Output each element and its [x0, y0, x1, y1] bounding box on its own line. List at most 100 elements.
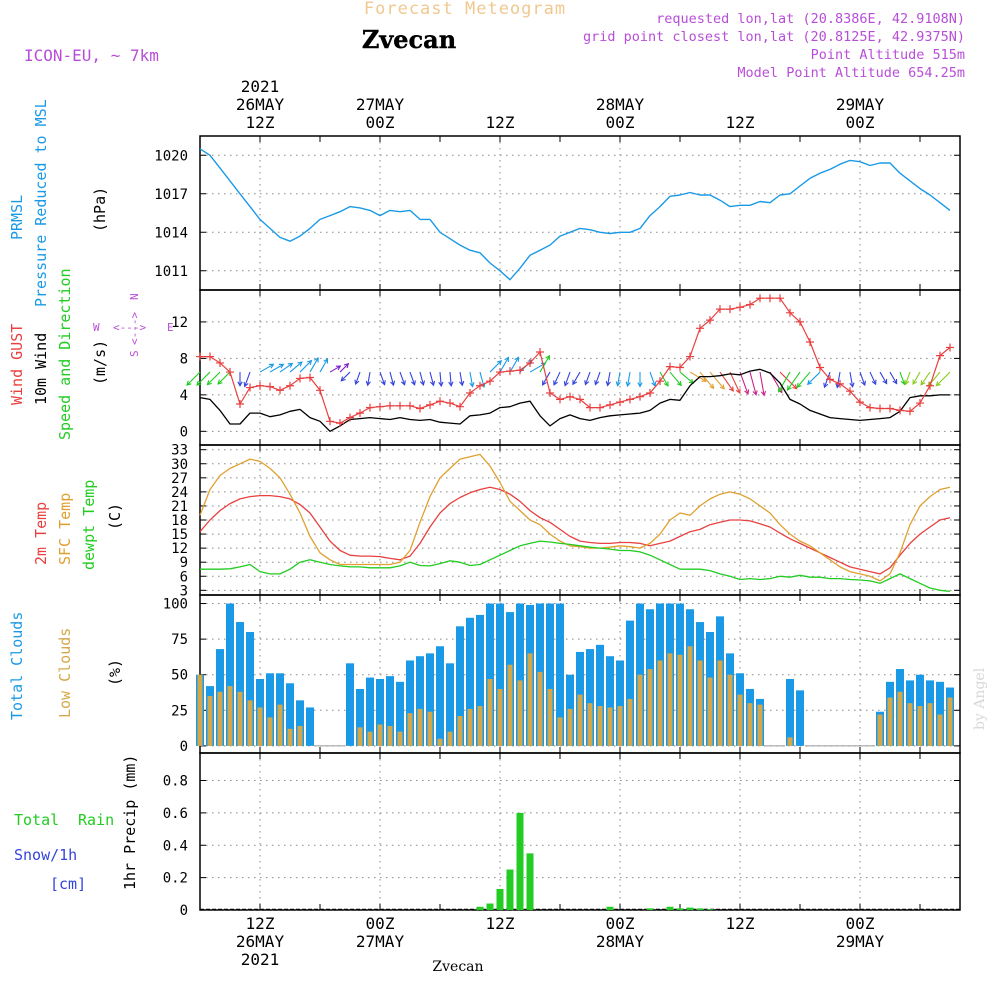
low-cloud-bar — [237, 691, 243, 746]
top-time-label: 00Z — [366, 113, 395, 132]
wind-direction-arrow — [459, 371, 465, 387]
total-cloud-bar — [416, 656, 424, 746]
arrow-shaft — [689, 371, 707, 382]
y-tick-label: 1011 — [154, 264, 188, 280]
cloud-labels: Total Clouds Low Clouds (%) — [8, 612, 124, 720]
total-cloud-bar — [586, 649, 594, 746]
arrow-shaft — [217, 371, 231, 385]
arrow-shaft — [299, 360, 312, 373]
temp-dewpt-line — [200, 540, 951, 592]
low-cloud-bar — [647, 669, 653, 746]
wind-direction-arrow — [669, 371, 682, 387]
precip-label-snow: Snow/1h — [14, 846, 77, 864]
arrow-shaft — [849, 371, 854, 387]
arrow-head — [701, 377, 707, 382]
arrow-head — [912, 379, 918, 385]
wind-label-10m: 10m Wind — [32, 333, 50, 405]
y-tick-label: 21 — [171, 499, 188, 515]
wind-direction-arrow — [778, 371, 791, 393]
low-cloud-bar — [497, 688, 503, 746]
wind-gust-line — [200, 297, 951, 424]
temp-label-sfc: SFC Temp — [56, 493, 74, 565]
low-cloud-bar — [367, 731, 373, 746]
wind-direction-arrow — [319, 358, 329, 373]
low-cloud-bar — [747, 703, 753, 746]
arrow-shaft — [539, 355, 550, 373]
arrow-shaft — [905, 371, 911, 385]
y-tick-label: 15 — [171, 527, 188, 543]
arrow-shaft — [899, 371, 905, 385]
wind-direction-arrow — [889, 371, 898, 385]
wind-labels: Wind GUST 10m Wind Speed and Direction (… — [8, 268, 174, 440]
gust-marker — [876, 404, 884, 413]
y-tick-label: 0 — [180, 739, 188, 755]
wind-direction-arrow — [879, 371, 888, 385]
gust-marker — [456, 402, 464, 411]
wind-direction-arrow — [419, 371, 426, 386]
gust-marker — [926, 381, 934, 390]
gust-marker — [396, 401, 404, 410]
total-cloud-bar — [366, 677, 374, 746]
wind-direction-arrow — [237, 372, 243, 387]
wind-10m-line — [199, 368, 950, 432]
wind-direction-arrow — [289, 361, 303, 373]
product-title: Forecast Meteogram — [364, 0, 566, 19]
arrow-shaft — [779, 371, 798, 390]
gust-marker — [936, 351, 944, 360]
pressure-label-prmsl: PRMSL — [8, 195, 26, 240]
total-cloud-bar — [596, 644, 604, 746]
top-time-label: 12Z — [486, 113, 515, 132]
arrow-shaft — [607, 371, 611, 386]
wind-direction-arrow — [615, 371, 621, 387]
arrow-head — [186, 380, 192, 386]
gust-marker — [666, 362, 674, 371]
gust-marker — [196, 352, 204, 361]
arrow-head — [676, 380, 682, 387]
precip-bar — [696, 908, 704, 910]
gust-marker — [326, 417, 334, 426]
gust-marker — [266, 382, 274, 391]
precip-bar — [496, 888, 504, 910]
wind-direction-arrow — [499, 356, 509, 373]
temp-label-2m: 2m Temp — [32, 502, 50, 565]
arrow-head — [237, 381, 243, 387]
top-time-label: 28MAY — [596, 95, 645, 114]
y-tick-label: 18 — [171, 513, 188, 529]
gust-marker — [286, 381, 294, 390]
grid-point-location: grid point closest lon,lat (20.8125E, 42… — [583, 29, 965, 45]
arrow-shaft — [499, 357, 509, 373]
y-tick-label: 9 — [180, 555, 188, 571]
arrow-shaft — [709, 371, 725, 390]
wind-direction-arrow — [469, 371, 475, 388]
arrow-shaft — [879, 371, 888, 384]
total-cloud-bar — [386, 676, 394, 746]
arrow-head — [542, 380, 547, 386]
arrow-head — [206, 380, 212, 386]
wind-direction-arrow — [309, 356, 319, 373]
arrow-head — [792, 384, 798, 390]
y-tick-label: 3 — [180, 583, 188, 599]
gust-marker — [406, 401, 414, 410]
arrow-shaft — [669, 371, 682, 386]
wind-direction-arrow — [935, 371, 951, 387]
compass-s: S — [128, 350, 141, 357]
footer-station: Zvecan — [432, 959, 483, 975]
y-tick-label: 0.4 — [163, 838, 188, 854]
y-tick-label: 100 — [163, 597, 188, 613]
arrow-shaft — [419, 371, 424, 385]
arrow-shaft — [244, 371, 251, 387]
arrow-head — [306, 359, 313, 366]
precip-label-total: Total — [14, 811, 59, 829]
low-cloud-bar — [667, 653, 673, 746]
pressure-unit: (hPa) — [91, 187, 109, 232]
low-cloud-bar — [617, 706, 623, 746]
arrow-head — [563, 381, 569, 387]
low-cloud-bar — [637, 674, 643, 746]
wind-direction-arrow — [739, 371, 750, 395]
precip-bar — [486, 903, 494, 910]
gust-marker — [556, 395, 564, 404]
y-tick-label: 0.6 — [163, 806, 188, 822]
total-cloud-bar — [286, 683, 294, 746]
wind-direction-arrow — [584, 371, 591, 386]
